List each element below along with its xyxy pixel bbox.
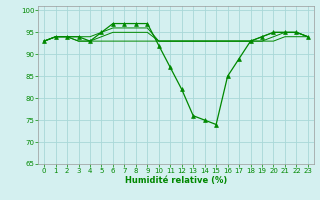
X-axis label: Humidité relative (%): Humidité relative (%) — [125, 176, 227, 185]
